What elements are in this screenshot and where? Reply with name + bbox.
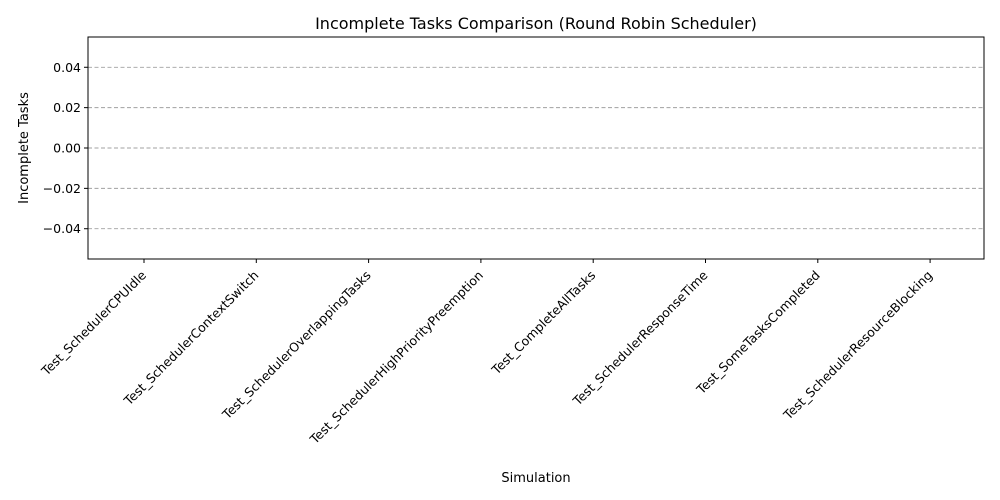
grid-lines	[88, 66, 984, 230]
x-axis-ticks: Test_SchedulerCPUIdleTest_SchedulerConte…	[38, 259, 935, 448]
y-tick-label: 0.02	[53, 100, 81, 115]
y-tick-label: 0.04	[53, 60, 81, 75]
x-tick-label: Test_SchedulerHighPriorityPreemption	[306, 268, 486, 448]
y-axis-label: Incomplete Tasks	[17, 92, 32, 204]
x-tick-label: Test_CompleteAllTasks	[488, 268, 598, 378]
y-tick-label: −0.04	[43, 221, 81, 236]
y-axis-ticks: −0.04 −0.02 0.00 0.02 0.04	[43, 60, 88, 236]
x-tick-label: Test_SchedulerCPUIdle	[38, 267, 150, 379]
x-tick-label: Test_SomeTasksCompleted	[693, 268, 823, 398]
y-tick-label: 0.00	[53, 141, 81, 156]
x-tick-label: Test_SchedulerContextSwitch	[120, 268, 261, 409]
y-tick-label: −0.02	[43, 181, 81, 196]
x-tick-label: Test_SchedulerResponseTime	[569, 267, 711, 409]
chart-title: Incomplete Tasks Comparison (Round Robin…	[315, 14, 757, 33]
x-axis-label: Simulation	[501, 471, 570, 486]
